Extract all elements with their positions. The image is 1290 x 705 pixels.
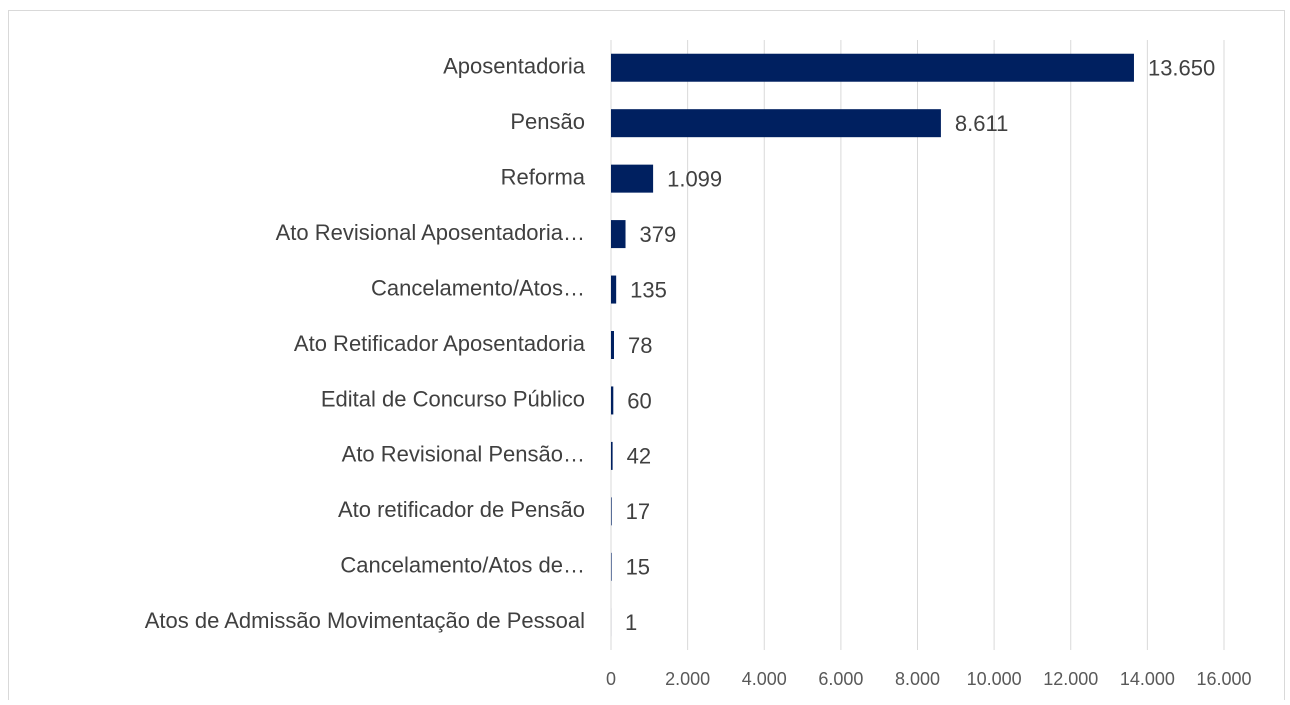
value-label: 1.099 bbox=[667, 166, 722, 191]
value-label: 42 bbox=[627, 444, 651, 469]
bar bbox=[611, 386, 613, 414]
value-label: 13.650 bbox=[1148, 56, 1215, 81]
x-tick-label: 8.000 bbox=[895, 669, 940, 689]
bar bbox=[611, 54, 1134, 82]
x-tick-label: 4.000 bbox=[742, 669, 787, 689]
y-tick-label: Ato Revisional Pensão… bbox=[342, 442, 585, 467]
y-tick-label: Reforma bbox=[501, 164, 586, 189]
y-tick-label: Atos de Admissão Movimentação de Pessoal bbox=[145, 608, 585, 633]
value-label: 15 bbox=[626, 555, 650, 580]
y-tick-label: Aposentadoria bbox=[443, 54, 586, 79]
y-tick-label: Ato Retificador Aposentadoria bbox=[294, 331, 586, 356]
x-tick-label: 16.000 bbox=[1196, 669, 1251, 689]
bar bbox=[611, 553, 612, 581]
bar bbox=[611, 109, 941, 137]
bar bbox=[611, 165, 653, 193]
y-tick-label: Pensão bbox=[510, 109, 585, 134]
x-tick-label: 14.000 bbox=[1120, 669, 1175, 689]
value-label: 60 bbox=[627, 388, 651, 413]
x-tick-label: 10.000 bbox=[967, 669, 1022, 689]
x-tick-label: 12.000 bbox=[1043, 669, 1098, 689]
bar bbox=[611, 220, 626, 248]
x-tick-label: 0 bbox=[606, 669, 616, 689]
y-tick-label: Ato retificador de Pensão bbox=[338, 497, 585, 522]
y-tick-label: Ato Revisional Aposentadoria… bbox=[276, 220, 585, 245]
bar bbox=[611, 276, 616, 304]
value-label: 135 bbox=[630, 277, 667, 302]
y-tick-label: Cancelamento/Atos… bbox=[371, 275, 585, 300]
value-label: 1 bbox=[625, 610, 637, 635]
x-tick-label: 6.000 bbox=[818, 669, 863, 689]
value-label: 379 bbox=[640, 222, 677, 247]
value-label: 17 bbox=[626, 499, 650, 524]
y-tick-label: Edital de Concurso Público bbox=[321, 386, 585, 411]
x-tick-label: 2.000 bbox=[665, 669, 710, 689]
value-label: 8.611 bbox=[955, 111, 1008, 136]
y-tick-label: Cancelamento/Atos de… bbox=[340, 553, 585, 578]
bar bbox=[611, 442, 613, 470]
bar bbox=[611, 497, 612, 525]
bar bbox=[611, 331, 614, 359]
value-label: 78 bbox=[628, 333, 652, 358]
